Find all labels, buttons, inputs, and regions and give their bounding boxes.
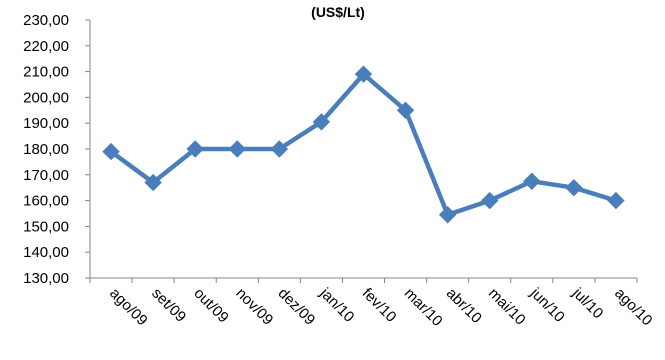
chart-axes: [85, 19, 638, 283]
x-tick-label: fev/10: [359, 285, 400, 326]
y-tick-label: 220,00: [23, 38, 69, 55]
x-tick-label: set/09: [148, 285, 189, 326]
data-point: [607, 191, 625, 210]
x-tick-label: dez/09: [275, 285, 319, 329]
x-tick-label: mar/10: [401, 285, 446, 330]
data-point: [102, 142, 120, 161]
x-tick-label: jun/10: [526, 284, 568, 326]
y-tick-label: 160,00: [23, 193, 69, 210]
data-point: [186, 140, 204, 158]
y-tick-label: 210,00: [23, 64, 69, 81]
series-markers: [102, 65, 625, 224]
data-point: [481, 191, 499, 210]
data-point: [565, 178, 583, 197]
x-tick-label: abr/10: [443, 285, 485, 327]
data-point: [270, 140, 289, 158]
x-tick-label: ago/10: [611, 285, 655, 329]
series-line: [109, 71, 617, 218]
data-point: [144, 173, 162, 192]
y-tick-label: 190,00: [23, 115, 69, 132]
data-point: [438, 206, 457, 224]
y-tick-label: 180,00: [23, 141, 69, 158]
x-tick-label: jan/10: [316, 284, 358, 326]
data-point: [228, 140, 246, 158]
x-tick-label: mai/10: [485, 285, 529, 329]
data-point: [396, 101, 415, 120]
x-tick-label: out/09: [190, 285, 232, 327]
y-tick-label: 150,00: [23, 218, 69, 235]
y-axis-tick-labels: 130,00 140,00 150,00 160,00 170,00 180,00 190,…: [23, 12, 69, 287]
data-point: [312, 113, 331, 131]
x-tick-label: jul/10: [568, 284, 606, 322]
x-tick-label: ago/09: [106, 285, 150, 329]
y-tick-label: 200,00: [23, 89, 69, 106]
y-tick-label: 230,00: [23, 12, 69, 29]
y-tick-label: 140,00: [23, 244, 69, 261]
data-point: [354, 65, 373, 83]
y-tick-label: 130,00: [23, 270, 69, 287]
y-tick-label: 170,00: [23, 167, 69, 184]
x-tick-label: nov/09: [232, 285, 276, 329]
chart-title: (US$/Lt): [311, 4, 365, 20]
data-point: [523, 172, 541, 190]
